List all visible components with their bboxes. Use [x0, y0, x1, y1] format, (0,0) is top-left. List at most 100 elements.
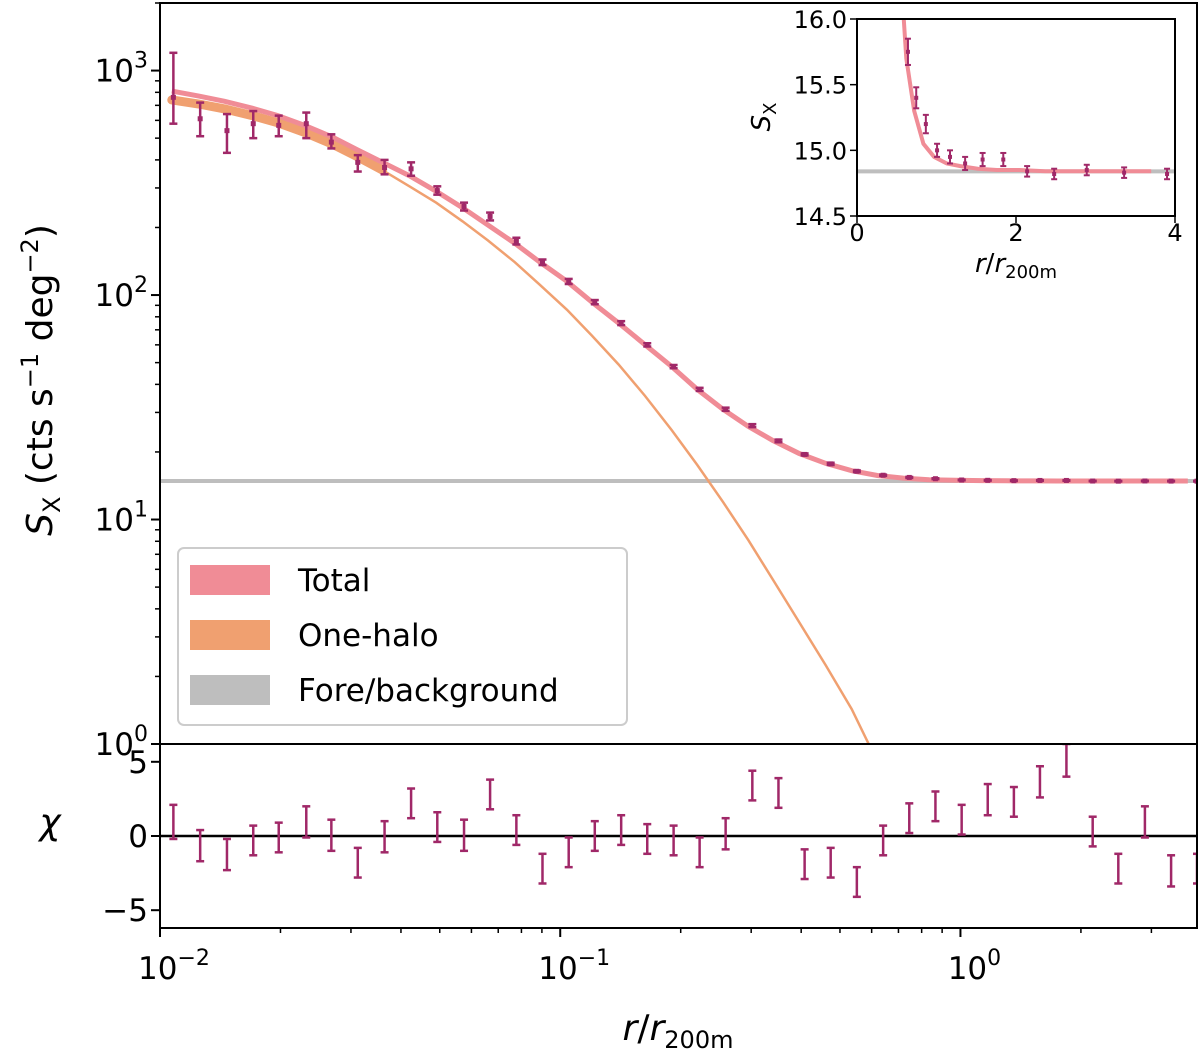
data-marker	[434, 188, 440, 194]
x-tick-label: 10−1	[538, 946, 610, 987]
residual-y-tick-label: −5	[102, 893, 148, 929]
data-point	[1035, 477, 1044, 483]
inset-data-point	[1000, 151, 1007, 168]
residual-point	[669, 824, 678, 857]
main-y-ticks: 100 101 102 103	[95, 2, 160, 763]
inset-data-point	[1083, 163, 1090, 177]
data-marker	[224, 128, 230, 134]
residual-point	[460, 818, 469, 853]
inset-data-point	[962, 155, 969, 172]
residual-point	[643, 822, 652, 856]
inset-data-point	[1121, 166, 1128, 179]
data-point	[643, 341, 652, 348]
residual-point	[695, 836, 704, 869]
data-point	[826, 461, 835, 467]
residual-point	[1088, 815, 1097, 848]
inset-data-point	[934, 142, 941, 158]
residual-point	[407, 787, 416, 820]
inset-y-tick-label: 15.5	[794, 72, 847, 100]
residual-y-ticks: 5 0 −5	[102, 745, 160, 929]
inset-total-line	[901, 19, 1152, 174]
legend-label-background: Fore/background	[298, 673, 559, 709]
data-point	[879, 472, 888, 478]
inset-data-marker	[1001, 157, 1006, 162]
data-point	[222, 112, 231, 155]
data-marker	[644, 342, 650, 348]
data-point	[169, 51, 178, 125]
inset-x-axis-label: r/r200m	[975, 249, 1057, 283]
inset-data-point	[1051, 167, 1058, 181]
residual-y-tick-label: 0	[128, 819, 148, 855]
data-marker	[328, 139, 334, 145]
main-y-axis-label: SX (cts s−1 deg−2)	[16, 224, 66, 536]
legend: Total One-halo Fore/background	[177, 547, 628, 726]
data-point	[380, 158, 389, 176]
data-marker	[1090, 478, 1096, 484]
data-point	[353, 153, 362, 173]
inset-y-tick-label: 16.0	[794, 6, 847, 34]
inset-y-tick-label: 15.0	[794, 137, 847, 165]
inset-data-marker	[1084, 168, 1089, 173]
data-marker	[775, 438, 781, 444]
data-point	[1167, 478, 1176, 484]
residual-point	[905, 802, 914, 835]
x-axis-ticks: 10−2 10−1 100	[138, 928, 1153, 987]
data-marker	[959, 477, 965, 483]
inset-data-point	[1164, 167, 1171, 181]
data-marker	[854, 468, 860, 474]
main-panel: 100 101 102 103 SX (cts s−1 deg−2)	[16, 2, 1198, 763]
inset-data-marker	[1025, 169, 1030, 174]
inset-y-axis-label: SX	[747, 103, 781, 132]
legend-swatch-one-halo	[190, 620, 270, 650]
data-marker	[1115, 478, 1121, 484]
residual-point	[196, 828, 205, 863]
residual-point	[274, 821, 283, 854]
residual-point	[1167, 854, 1176, 888]
data-marker	[1142, 478, 1148, 484]
residual-point	[617, 813, 626, 847]
inset-data-point	[913, 86, 920, 110]
residual-point	[983, 782, 992, 817]
data-point	[564, 277, 573, 286]
inset-data-point	[1024, 165, 1031, 178]
data-point	[1062, 477, 1071, 483]
data-point	[407, 161, 416, 177]
data-marker	[170, 94, 176, 100]
residual-point	[1035, 765, 1044, 799]
data-marker	[1168, 478, 1174, 484]
data-marker	[513, 238, 519, 244]
data-marker	[697, 386, 703, 392]
residual-point	[826, 846, 835, 879]
inset-x-tick-label: 0	[849, 219, 864, 247]
data-point	[249, 109, 258, 140]
inset-data-marker	[914, 95, 919, 100]
total-line	[171, 88, 1188, 484]
data-point	[957, 477, 966, 483]
legend-swatch-total	[190, 565, 270, 595]
data-point	[748, 422, 757, 429]
data-marker	[985, 477, 991, 483]
y-tick-label: 103	[95, 49, 148, 90]
inset-data-marker	[963, 161, 968, 166]
inset-data-point	[922, 113, 929, 135]
data-marker	[932, 476, 938, 482]
data-marker	[723, 406, 729, 412]
residual-point	[433, 811, 442, 844]
residual-point	[302, 805, 311, 839]
residual-point	[564, 836, 573, 869]
data-marker	[487, 213, 493, 219]
residual-point	[222, 837, 231, 872]
inset-x-tick-label: 2	[1008, 219, 1023, 247]
x-axis-label: r/r200m	[623, 1008, 734, 1053]
data-marker	[802, 451, 808, 457]
data-point	[1009, 478, 1018, 484]
y-tick-label: 100	[95, 722, 148, 763]
data-marker	[461, 204, 467, 210]
residual-point	[957, 803, 966, 836]
data-point	[852, 468, 861, 474]
inset-x-tick-label: 4	[1167, 219, 1182, 247]
residual-point	[800, 848, 809, 881]
residual-plot-area	[160, 744, 1197, 899]
data-marker	[197, 116, 203, 122]
inset-background	[857, 19, 1175, 216]
